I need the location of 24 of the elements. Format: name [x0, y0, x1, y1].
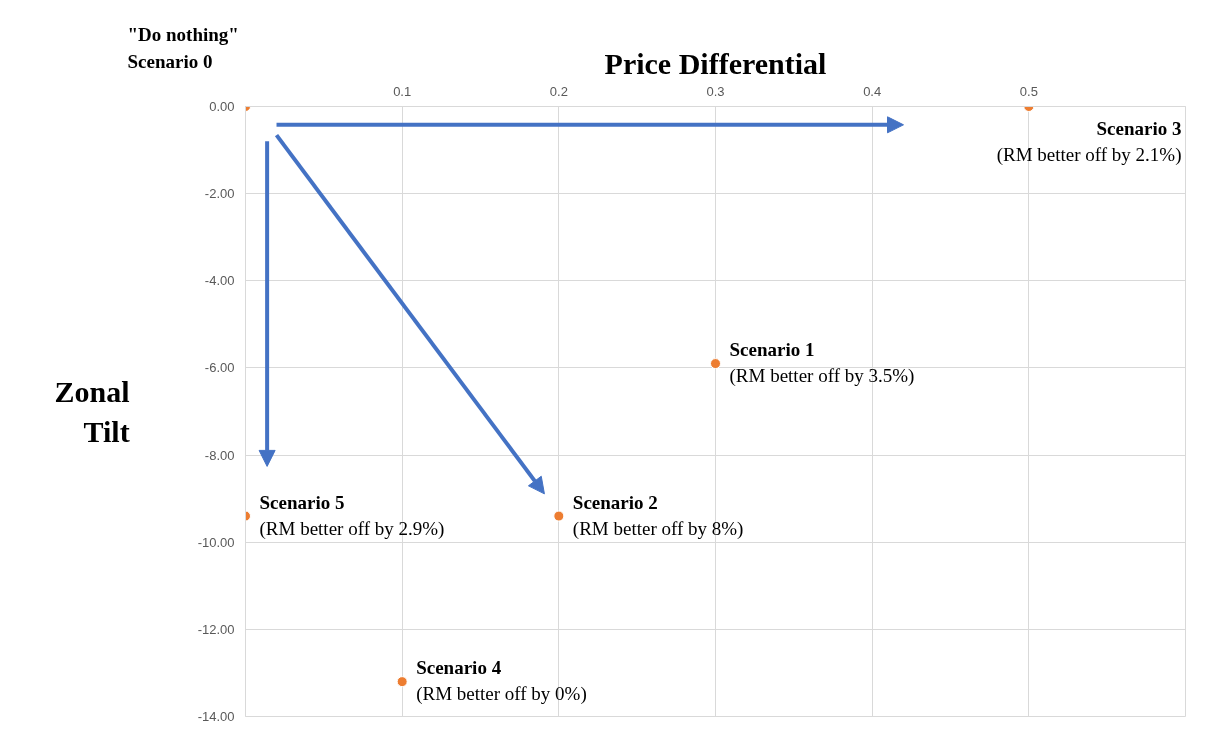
- annotation: Scenario 1 (RM better off by 3.5%): [729, 339, 915, 388]
- annotation: Scenario 3 (RM better off by 2.1%): [996, 118, 1182, 166]
- point: [553, 510, 565, 522]
- annotation: "Do nothing" Scenario 0: [127, 24, 239, 73]
- y-tick-label: -8.00: [204, 447, 235, 463]
- y-tick-label: -12.00: [197, 621, 235, 637]
- point: [710, 358, 721, 370]
- y-tick-label: -14.00: [197, 709, 235, 724]
- x-tick-label: 0.5: [1019, 83, 1038, 99]
- y-tick-label: -6.00: [204, 360, 235, 376]
- x-tick-label: 0.2: [549, 83, 568, 99]
- point: [396, 676, 408, 688]
- annotation: Scenario 4 (RM better off by 0%): [416, 657, 587, 706]
- x-tick-label: 0.4: [863, 83, 882, 99]
- x-axis-title: Price Differential: [604, 46, 827, 80]
- y-tick-label: -10.00: [197, 534, 235, 550]
- y-tick-label: -4.00: [204, 273, 235, 289]
- annotation: Scenario 2 (RM better off by 8%): [572, 491, 744, 540]
- x-tick-label: 0.1: [393, 83, 412, 99]
- y-tick-label: -2.00: [204, 186, 235, 202]
- annotation: Scenario 5 (RM better off by 2.9%): [259, 491, 445, 540]
- y-axis-title: Zonal Tilt: [54, 375, 130, 448]
- x-tick-label: 0.3: [706, 83, 725, 99]
- y-tick-label: 0.00: [209, 99, 235, 114]
